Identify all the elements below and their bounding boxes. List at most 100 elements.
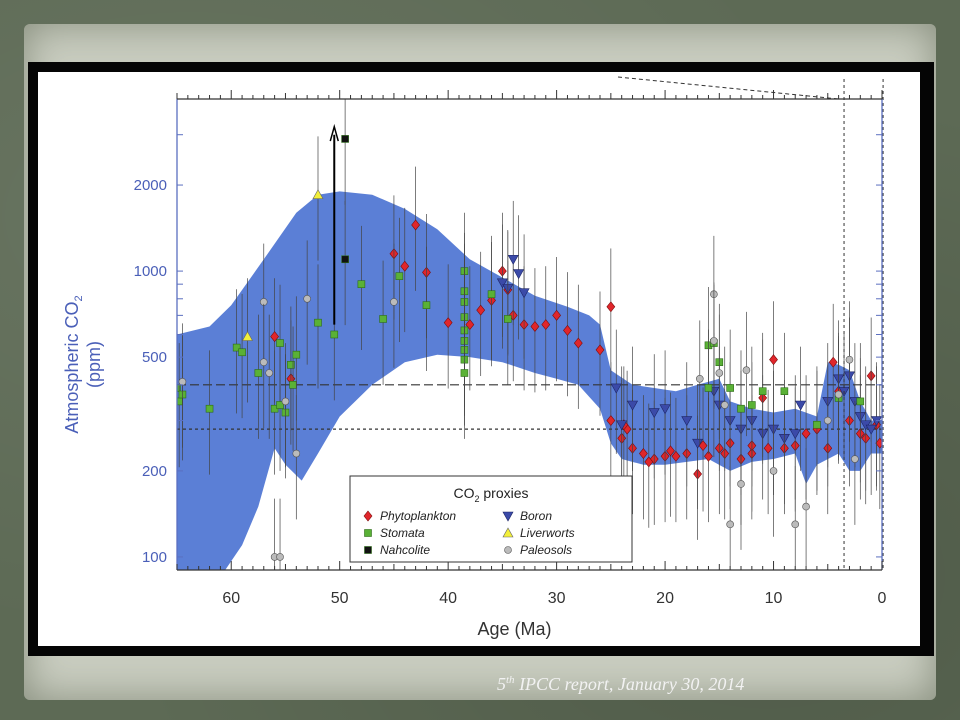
x-tick-label: 50	[331, 590, 349, 607]
data-point-boron	[616, 420, 628, 431]
data-point-paleosols	[823, 416, 832, 425]
data-point-paleosols	[710, 337, 718, 345]
data-point-boron	[865, 424, 877, 435]
data-point-paleosols	[259, 358, 268, 367]
data-point-phytoplankton	[563, 324, 572, 336]
data-point-paleosols	[851, 455, 859, 463]
data-point-boron	[513, 269, 525, 280]
legend-marker-nahcolite	[364, 546, 372, 554]
data-point-phytoplankton	[875, 437, 882, 449]
legend-marker-stomata	[364, 529, 372, 537]
x-axis-label: Age (Ma)	[477, 619, 551, 639]
data-point-stomata	[238, 348, 246, 357]
data-point-paleosols	[265, 369, 273, 377]
y-tick-label: 2000	[134, 177, 167, 194]
legend-marker-liverworts	[502, 527, 514, 538]
data-point-phytoplankton	[411, 219, 420, 231]
data-point-phytoplankton	[763, 442, 773, 454]
data-point-liverworts	[312, 189, 324, 200]
data-point-paleosols	[303, 294, 311, 303]
inset-connector-line	[617, 76, 839, 100]
legend-label-phytoplankton: Phytoplankton	[380, 509, 456, 523]
data-point-paleosols	[292, 449, 301, 458]
data-point-boron	[659, 404, 671, 415]
data-point-stomata	[287, 361, 295, 369]
data-point-stomata	[205, 404, 214, 413]
data-point-phytoplankton	[671, 450, 681, 462]
data-point-boron	[627, 400, 639, 411]
data-point-boron	[795, 400, 807, 411]
data-point-phytoplankton	[644, 456, 654, 468]
legend-marker-boron	[502, 511, 514, 522]
y-tick-label: 500	[142, 349, 167, 366]
data-point-stomata	[254, 369, 263, 377]
x-tick-label: 40	[439, 590, 457, 607]
data-point-phytoplankton	[769, 354, 778, 366]
data-point-stomata	[460, 369, 469, 377]
data-point-phytoplankton	[270, 331, 279, 343]
data-point-phytoplankton	[698, 440, 708, 452]
data-point-stomata	[395, 272, 404, 280]
x-tick-label: 10	[765, 590, 783, 607]
data-point-paleosols	[390, 298, 398, 306]
data-point-boron	[496, 278, 508, 289]
data-point-liverworts	[241, 330, 254, 341]
data-point-stomata	[422, 301, 431, 309]
legend-title-rest: proxies	[479, 485, 528, 501]
data-point-phytoplankton	[400, 260, 410, 272]
data-point-phytoplankton	[595, 344, 605, 356]
x-tick-label: 30	[548, 590, 566, 607]
y-axis-label: Atmospheric CO2	[62, 295, 85, 433]
data-point-nahcolite	[341, 135, 349, 143]
data-point-paleosols	[834, 390, 843, 399]
series-liverworts	[241, 136, 324, 403]
legend-label-stomata: Stomata	[380, 526, 425, 540]
data-point-phytoplankton	[443, 317, 453, 329]
upper-bound-arrowhead	[329, 123, 339, 142]
slide-caption: 5th IPCC report, January 30, 2014	[497, 674, 744, 695]
y-axis-unit: (ppm)	[84, 341, 104, 388]
data-point-phytoplankton	[828, 356, 838, 368]
x-tick-label: 0	[878, 590, 887, 607]
y-axis-label-subscript: 2	[73, 295, 85, 301]
caption-prefix: 5	[497, 674, 506, 694]
data-point-phytoplankton	[666, 445, 675, 457]
legend-label-nahcolite: Nahcolite	[380, 543, 430, 557]
data-point-paleosols	[802, 502, 810, 511]
data-point-phytoplankton	[606, 301, 616, 313]
data-point-phytoplankton	[530, 321, 540, 332]
data-point-phytoplankton	[606, 415, 616, 427]
legend-title-subscript: 2	[474, 494, 479, 504]
series-paleosols	[178, 235, 859, 570]
legend-marker-phytoplankton	[363, 510, 373, 522]
data-point-stomata	[276, 339, 284, 347]
data-point-paleosols	[845, 355, 854, 364]
data-point-boron	[648, 408, 660, 419]
data-point-paleosols	[720, 401, 729, 409]
legend-title: CO2 proxies	[453, 485, 528, 504]
data-point-stomata	[504, 315, 512, 323]
data-point-paleosols	[791, 520, 800, 529]
data-point-phytoplankton	[541, 319, 551, 331]
series-nahcolite	[341, 99, 349, 326]
data-point-paleosols	[178, 377, 187, 386]
x-tick-label: 20	[656, 590, 674, 607]
data-point-boron	[518, 288, 530, 299]
legend-label-paleosols: Paleosols	[520, 543, 572, 557]
data-point-phytoplankton	[639, 448, 648, 460]
data-point-paleosols	[742, 366, 751, 375]
data-point-stomata	[704, 384, 713, 392]
data-point-phytoplankton	[465, 319, 475, 331]
data-point-stomata	[726, 384, 734, 392]
data-point-boron	[789, 429, 801, 440]
data-point-stomata	[487, 290, 496, 299]
data-point-stomata	[357, 280, 366, 288]
data-point-phytoplankton	[704, 450, 713, 462]
data-point-stomata	[748, 401, 756, 409]
data-point-paleosols	[281, 397, 290, 406]
data-point-paleosols	[737, 480, 745, 488]
data-point-phytoplankton	[801, 428, 811, 440]
y-tick-label: 1000	[134, 263, 167, 280]
legend-marker-paleosols	[504, 546, 512, 554]
